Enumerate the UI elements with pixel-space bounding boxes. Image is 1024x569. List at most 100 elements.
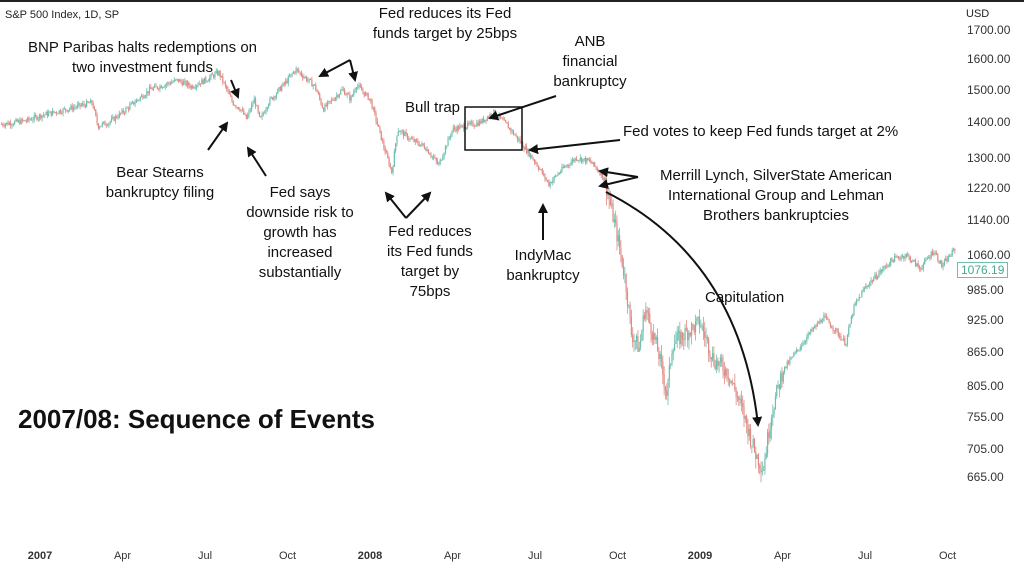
candle-down bbox=[168, 82, 170, 84]
annotation-bull-trap: Bull trap bbox=[405, 99, 461, 116]
candle-up bbox=[925, 258, 927, 260]
candle-up bbox=[164, 84, 166, 88]
candle-up bbox=[865, 286, 867, 289]
candle-down bbox=[0, 124, 3, 125]
candle-down bbox=[92, 103, 94, 108]
candle-up bbox=[62, 108, 64, 114]
candle-up bbox=[765, 453, 767, 459]
candle-down bbox=[541, 169, 543, 174]
candle-up bbox=[916, 263, 918, 267]
candle-down bbox=[603, 177, 605, 182]
candle-up bbox=[850, 316, 852, 324]
candle-up bbox=[924, 259, 926, 264]
candle-up bbox=[197, 84, 199, 86]
candle-up bbox=[175, 79, 177, 81]
candle-up bbox=[554, 175, 557, 177]
candle-down bbox=[433, 156, 435, 158]
candle-up bbox=[846, 335, 849, 345]
candle-up bbox=[303, 77, 305, 78]
candle-up bbox=[571, 159, 574, 163]
candle-up bbox=[761, 470, 763, 473]
candle-down bbox=[738, 397, 740, 400]
candle-down bbox=[937, 254, 939, 261]
candle-down bbox=[692, 324, 694, 326]
candle-up bbox=[543, 173, 545, 175]
y-tick-label: 1300.00 bbox=[967, 150, 1011, 165]
y-tick-label: 1400.00 bbox=[967, 115, 1011, 130]
candle-down bbox=[226, 85, 228, 90]
candle-up bbox=[481, 118, 483, 124]
candle-up bbox=[141, 95, 143, 98]
x-tick-label: Apr bbox=[113, 550, 132, 562]
candle-down bbox=[199, 83, 202, 85]
candle-down bbox=[532, 158, 534, 160]
currency-label: USD bbox=[966, 8, 990, 20]
candle-up bbox=[912, 259, 914, 262]
candle-down bbox=[345, 94, 347, 96]
candle-up bbox=[368, 98, 371, 100]
candle-up bbox=[624, 274, 626, 276]
candle-down bbox=[406, 133, 409, 139]
candle-up bbox=[819, 320, 821, 324]
candle-up bbox=[48, 112, 50, 116]
candle-up bbox=[529, 154, 532, 157]
candle-down bbox=[36, 115, 38, 120]
candle-up bbox=[277, 89, 279, 94]
arrow-fed25-b bbox=[348, 59, 358, 82]
candle-down bbox=[427, 149, 430, 154]
candle-up bbox=[182, 81, 185, 86]
candle-up bbox=[890, 258, 892, 266]
candle-down bbox=[736, 397, 739, 398]
candle-down bbox=[514, 134, 516, 136]
candle-down bbox=[727, 377, 729, 379]
candle-up bbox=[667, 380, 669, 396]
candle-up bbox=[193, 87, 195, 89]
candle-up bbox=[12, 124, 14, 126]
candle-down bbox=[658, 351, 660, 359]
candle-up bbox=[705, 336, 707, 338]
candle-down bbox=[412, 138, 414, 140]
candle-up bbox=[870, 280, 872, 283]
candle-up bbox=[109, 121, 111, 124]
candle-down bbox=[236, 107, 238, 108]
candle-down bbox=[833, 330, 835, 332]
candle-up bbox=[86, 101, 88, 107]
candle-down bbox=[573, 159, 575, 162]
candle-up bbox=[863, 288, 866, 290]
candle-up bbox=[20, 119, 22, 125]
candle-up bbox=[355, 87, 357, 90]
candle-down bbox=[643, 315, 646, 319]
candle-up bbox=[668, 365, 670, 381]
candle-up bbox=[253, 98, 255, 104]
candle-up bbox=[203, 77, 206, 84]
candle-up bbox=[15, 119, 17, 122]
candle-up bbox=[438, 163, 440, 165]
candle-down bbox=[914, 260, 917, 267]
candle-down bbox=[734, 383, 736, 391]
candle-up bbox=[268, 104, 270, 108]
candle-up bbox=[58, 110, 60, 114]
candle-up bbox=[905, 253, 907, 257]
candle-down bbox=[320, 98, 322, 105]
candle-up bbox=[696, 318, 698, 321]
candle-down bbox=[457, 126, 460, 130]
candle-down bbox=[205, 77, 207, 82]
candle-up bbox=[756, 454, 758, 460]
candle-down bbox=[147, 91, 149, 93]
candle-up bbox=[118, 113, 120, 118]
candle-down bbox=[831, 326, 833, 329]
candle-up bbox=[184, 80, 186, 82]
y-tick-label: 865.00 bbox=[967, 344, 1004, 359]
candle-down bbox=[728, 378, 731, 383]
candle-up bbox=[933, 252, 935, 255]
candle-down bbox=[315, 84, 317, 90]
candle-up bbox=[163, 87, 165, 88]
candle-down bbox=[329, 100, 331, 102]
candle-down bbox=[3, 125, 5, 127]
candle-up bbox=[112, 116, 114, 119]
candle-down bbox=[548, 181, 550, 186]
candle-up bbox=[766, 432, 769, 454]
candle-up bbox=[739, 398, 741, 400]
candle-up bbox=[330, 99, 333, 101]
candle-up bbox=[67, 109, 69, 112]
